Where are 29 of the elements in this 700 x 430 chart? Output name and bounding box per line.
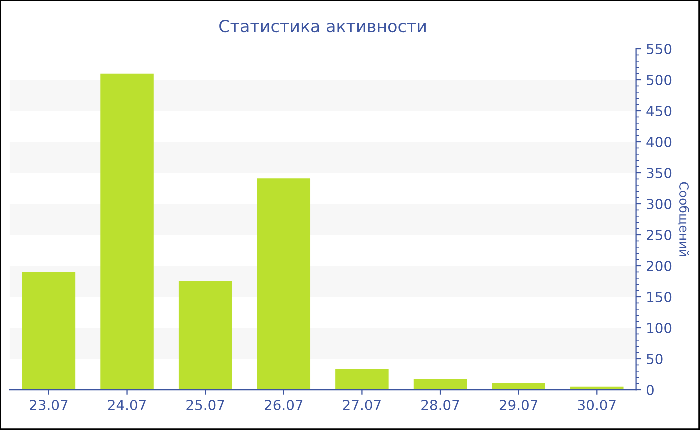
y-tick-label: 400	[646, 136, 672, 148]
y-tick-label: 350	[647, 168, 672, 178]
bar	[22, 272, 76, 390]
x-tick-label: 26.07	[265, 400, 303, 410]
bar	[492, 383, 546, 390]
y-tick-label: 250	[647, 230, 672, 240]
bar	[414, 379, 468, 390]
bar	[178, 282, 232, 390]
y-tick-label: 0	[646, 384, 654, 396]
y-tick-label: 450	[646, 106, 672, 116]
x-tick-label: 23.07	[30, 400, 68, 410]
chart-title: Статистика активности	[220, 20, 426, 33]
x-tick-label: 29.07	[500, 400, 538, 410]
bar	[100, 74, 154, 390]
x-tick-label: 30.07	[578, 400, 616, 410]
x-tick-label: 28.07	[422, 400, 460, 410]
y-tick-label: 550	[647, 44, 672, 54]
y-axis-title: Сообщений	[678, 182, 690, 256]
x-tick-label: 25.07	[186, 400, 224, 410]
x-tick-label: 27.07	[343, 400, 381, 410]
bar	[257, 178, 311, 390]
y-tick-label: 500	[647, 74, 672, 86]
y-tick-label: 300	[647, 198, 672, 210]
y-tick-label: 150	[648, 292, 672, 302]
y-tick-label: 100	[648, 322, 672, 334]
y-tick-label: 200	[647, 260, 672, 272]
bar	[336, 370, 389, 390]
x-tick-label: 24.07	[108, 400, 146, 410]
y-tick-label: 50	[647, 354, 663, 364]
